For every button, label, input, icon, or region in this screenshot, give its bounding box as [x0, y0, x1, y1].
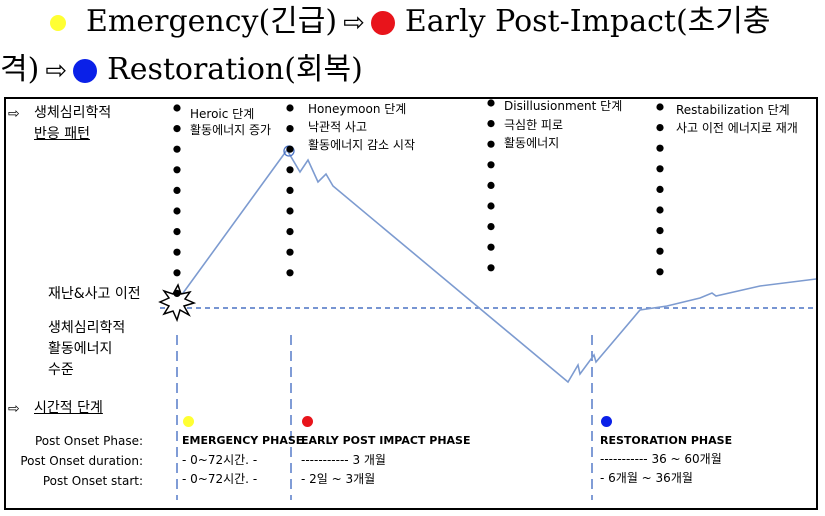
dots-restabilization — [656, 165, 664, 173]
dots-honeymoon — [286, 186, 294, 194]
pattern-label-2: 반응 패턴 — [34, 126, 90, 142]
dots-heroic — [173, 248, 181, 256]
row-label-start: Post Onset start: — [42, 474, 143, 488]
emergency-phase-start: - 0~72시간. - — [182, 472, 258, 486]
dots-heroic — [173, 269, 181, 277]
dots-restabilization — [656, 124, 664, 132]
restoration-phase-title: RESTORATION PHASE — [600, 434, 733, 447]
phase-restabilization-name: Restabilization 단계 — [676, 103, 790, 117]
early-heading-cont: 격) — [0, 52, 40, 87]
dots-honeymoon — [286, 145, 294, 153]
blue-dot-icon — [73, 59, 98, 83]
dots-heroic — [173, 186, 181, 194]
arrow-icon: ⇨ — [45, 56, 68, 86]
dots-disillusionment — [487, 99, 495, 107]
restoration-phase-start: - 6개월 ~ 36개월 — [600, 471, 693, 485]
early-dot-icon — [302, 416, 313, 427]
dots-honeymoon — [286, 269, 294, 277]
dots-heroic — [173, 125, 181, 133]
row-label-duration: Post Onset duration: — [20, 454, 143, 468]
dot-columns — [173, 99, 664, 297]
dots-restabilization — [656, 103, 664, 111]
restoration-dot-icon — [601, 416, 612, 427]
dots-honeymoon — [286, 104, 294, 112]
red-dot-icon — [370, 11, 395, 35]
pattern-arrow-icon: ⇨ — [8, 106, 20, 122]
dots-honeymoon — [286, 125, 294, 133]
dots-heroic — [173, 104, 181, 112]
early-phase-title: EARLY POST IMPACT PHASE — [301, 434, 471, 447]
dots-disillusionment — [487, 161, 495, 169]
phase-heroic-desc: 활동에너지 증가 — [190, 123, 272, 137]
dots-heroic — [173, 166, 181, 174]
dots-honeymoon — [286, 166, 294, 174]
time-stage-arrow-icon: ⇨ — [8, 401, 20, 417]
dots-heroic — [173, 145, 181, 153]
onset-burst-icon — [158, 283, 197, 323]
dots-heroic — [173, 289, 181, 297]
phase-honeymoon-desc-2: 활동에너지 감소 시작 — [308, 138, 415, 152]
emergency-dot-icon — [183, 416, 194, 427]
energy-level-label-2: 활동에너지 — [48, 341, 113, 357]
dots-disillusionment — [487, 243, 495, 251]
title-line-1: Emergency(긴급) ⇨ Early Post-Impact(초기충 — [50, 2, 770, 43]
phase-restabilization-desc: 사고 이전 에너지로 재개 — [676, 121, 798, 135]
energy-curve — [177, 148, 817, 384]
emergency-heading: Emergency(긴급) — [86, 4, 338, 39]
title-line-2: 격) ⇨ Restoration(회복) — [0, 50, 363, 91]
phase-heroic-name: Heroic 단계 — [190, 107, 255, 121]
phase-honeymoon-desc-1: 낙관적 사고 — [308, 120, 368, 134]
dots-restabilization — [656, 227, 664, 235]
restoration-phase-duration: ----------- 36 ~ 60개월 — [600, 452, 722, 466]
pre-disaster-label: 재난&사고 이전 — [48, 286, 141, 302]
emergency-phase-duration: - 0~72시간. - — [182, 453, 258, 467]
dots-honeymoon — [286, 207, 294, 215]
diagram-frame — [4, 97, 818, 510]
phase-honeymoon-name: Honeymoon 단계 — [308, 102, 407, 116]
dots-disillusionment — [487, 202, 495, 210]
dots-disillusionment — [487, 140, 495, 148]
dots-restabilization — [656, 268, 664, 276]
dots-heroic — [173, 228, 181, 236]
row-label-phase: Post Onset Phase: — [35, 434, 143, 448]
dots-disillusionment — [487, 181, 495, 189]
dots-restabilization — [656, 247, 664, 255]
energy-level-label-1: 생체심리학적 — [48, 320, 126, 336]
dots-restabilization — [656, 206, 664, 214]
restoration-heading: Restoration(회복) — [107, 52, 363, 87]
dots-honeymoon — [286, 228, 294, 236]
early-heading: Early Post-Impact(초기충 — [404, 4, 771, 39]
energy-level-label-3: 수준 — [48, 362, 74, 378]
arrow-icon: ⇨ — [343, 8, 365, 38]
phase-disillusionment-name: Disillusionment 단계 — [504, 99, 623, 113]
early-phase-duration: ----------- 3 개월 — [301, 453, 386, 467]
dots-disillusionment — [487, 223, 495, 231]
yellow-dot-icon — [50, 15, 66, 31]
dots-heroic — [173, 207, 181, 215]
phase-disillusionment-desc-2: 활동에너지 — [504, 136, 560, 150]
dots-restabilization — [656, 144, 664, 152]
dots-restabilization — [656, 185, 664, 193]
time-stage-label: 시간적 단계 — [34, 400, 103, 416]
early-phase-start: - 2일 ~ 3개월 — [301, 472, 376, 486]
dots-disillusionment — [487, 264, 495, 272]
dots-disillusionment — [487, 120, 495, 128]
pattern-label-1: 생체심리학적 — [34, 105, 112, 121]
dots-honeymoon — [286, 248, 294, 256]
phase-disillusionment-desc-1: 극심한 피로 — [504, 118, 564, 132]
emergency-phase-title: EMERGENCY PHASE — [182, 434, 304, 447]
